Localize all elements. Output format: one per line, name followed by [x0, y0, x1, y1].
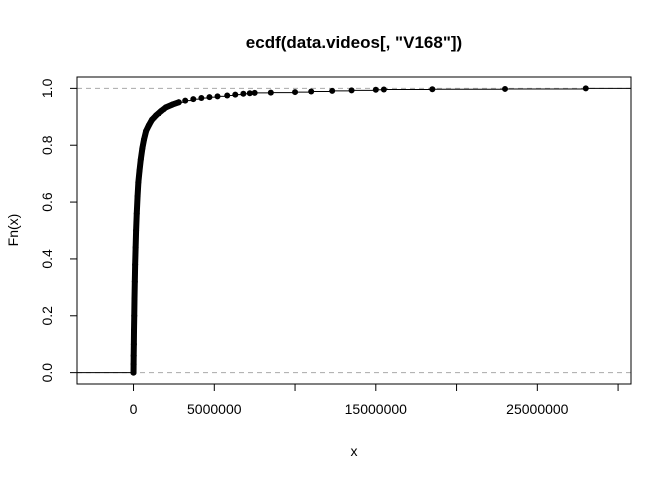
ecdf-point-13: [135, 179, 142, 186]
ecdf-point-25: [175, 99, 182, 106]
ecdf-point-32: [232, 91, 239, 98]
x-tick-label-0: 0: [130, 401, 138, 417]
x-axis-label: x: [351, 443, 358, 459]
ecdf-point-28: [198, 95, 205, 102]
ecdf-point-39: [329, 87, 336, 94]
ecdf-point-22: [157, 108, 164, 115]
ecdf-point-41: [372, 86, 379, 93]
ecdf-point-5: [131, 312, 138, 319]
ecdf-point-8: [132, 261, 139, 268]
ecdf-point-3: [130, 341, 137, 348]
ecdf-point-21: [153, 112, 160, 119]
ecdf-point-40: [348, 87, 355, 94]
ecdf-point-20: [149, 116, 156, 123]
ecdf-point-45: [582, 85, 589, 92]
ecdf-point-19: [145, 122, 152, 129]
ecdf-point-35: [251, 89, 258, 96]
y-tick-label-0: 0.0: [39, 363, 55, 383]
x-tick-label-5: 25000000: [506, 401, 569, 417]
ecdf-point-43: [429, 86, 436, 93]
ecdf-point-30: [214, 93, 221, 100]
ecdf-point-16: [139, 145, 146, 152]
x-tick-label-3: 15000000: [345, 401, 408, 417]
ecdf-point-4: [131, 326, 138, 333]
ecdf-point-29: [206, 94, 213, 101]
ecdf-point-18: [143, 128, 150, 135]
y-tick-label-1: 0.2: [39, 306, 55, 326]
ecdf-point-10: [133, 227, 140, 234]
y-tick-label-3: 0.6: [39, 192, 55, 212]
chart-title: ecdf(data.videos[, "V168"]): [246, 33, 462, 52]
plot-frame: [76, 76, 632, 385]
y-tick-label-5: 1.0: [39, 78, 55, 98]
ecdf-point-2: [130, 352, 137, 359]
ecdf-point-1: [130, 361, 137, 368]
ecdf-point-23: [162, 104, 169, 111]
ecdf-point-9: [132, 244, 139, 251]
ecdf-point-44: [502, 85, 509, 92]
ecdf-point-24: [169, 101, 176, 108]
y-tick-label-2: 0.4: [39, 249, 55, 269]
ecdf-point-36: [267, 89, 274, 96]
ecdf-point-17: [141, 136, 148, 143]
ecdf-point-26: [182, 97, 189, 104]
ecdf-point-27: [190, 96, 197, 103]
ecdf-point-15: [137, 156, 144, 163]
x-tick-label-1: 5000000: [187, 401, 242, 417]
ecdf-point-33: [240, 90, 247, 97]
ecdf-point-6: [131, 295, 138, 302]
ecdf-point-7: [131, 278, 138, 285]
ecdf-point-14: [136, 167, 143, 174]
ecdf-point-12: [134, 193, 141, 200]
ecdf-point-34: [246, 90, 253, 97]
y-tick-label-4: 0.8: [39, 135, 55, 155]
ecdf-point-0: [130, 369, 137, 376]
ecdf-point-42: [380, 86, 387, 93]
ecdf-point-11: [133, 210, 140, 217]
ecdf-point-37: [292, 89, 299, 96]
ecdf-dense-points: [130, 99, 182, 376]
ecdf-point-38: [308, 88, 315, 95]
y-axis-label: Fn(x): [5, 214, 21, 247]
ecdf-point-31: [224, 92, 231, 99]
